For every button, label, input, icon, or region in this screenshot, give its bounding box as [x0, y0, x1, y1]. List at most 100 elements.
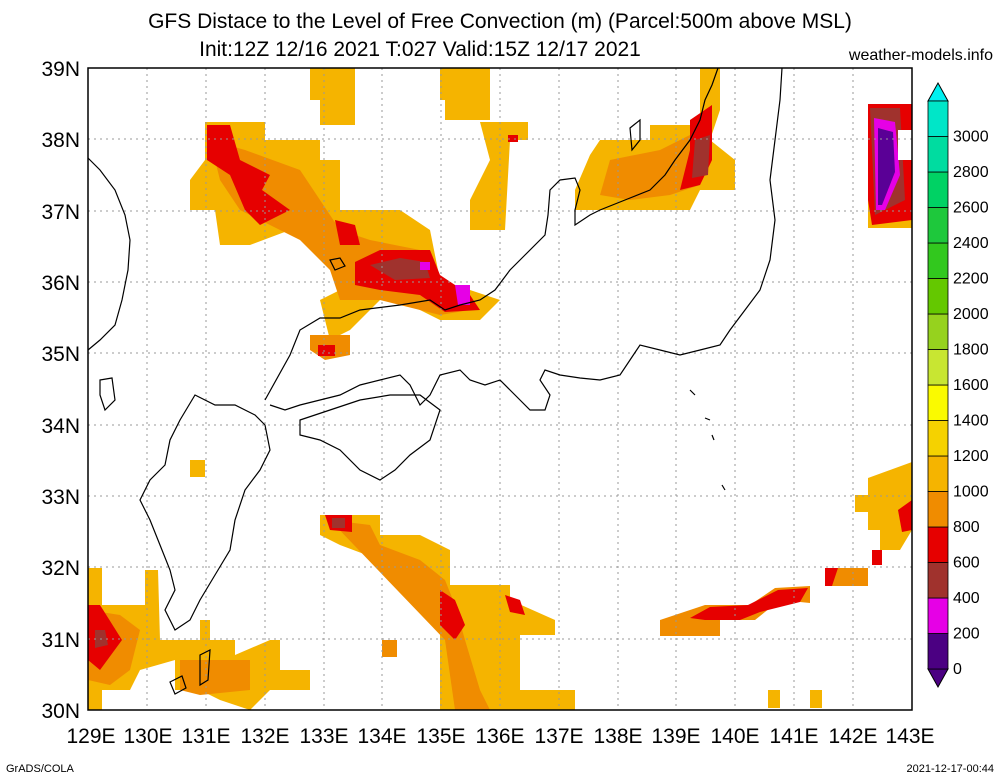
colorbar-label: 2000	[953, 306, 989, 323]
lon-labels: 129E 130E 131E 132E 133E 134E 135E 136E …	[66, 725, 934, 748]
coast-sado	[629, 118, 641, 152]
field-patch-n2	[310, 68, 355, 125]
colorbar-segment	[927, 242, 949, 279]
colorbar-label: 2400	[953, 235, 989, 252]
chart-subtitle: Init:12Z 12/16 2021 T:027 Valid:15Z 12/1…	[199, 38, 641, 61]
field-patch-ne-brown	[692, 135, 710, 178]
field-patch-sw	[88, 568, 310, 710]
field-patch-se7	[872, 550, 882, 565]
coast-tanegashima	[199, 648, 211, 687]
lat-label: 35N	[41, 343, 80, 366]
colorbar-segment	[927, 420, 949, 457]
field-patch-se1red	[690, 588, 808, 620]
field-patch-oki-red	[318, 345, 335, 356]
field-patch-fne-white	[898, 130, 912, 160]
colorbar-segment	[927, 526, 949, 563]
lat-label: 33N	[41, 486, 80, 509]
lon-label: 133E	[299, 725, 348, 748]
map-frame	[87, 67, 913, 711]
coast-izu	[689, 389, 726, 491]
field-patch-se4	[855, 495, 868, 512]
field-patch-s1-orange	[330, 520, 490, 710]
field-patch-n1	[440, 68, 490, 120]
colorbar: 0 200 400 600 800 1000 1200 1400 1600 1800 2000 220…	[927, 81, 989, 689]
coast-korea	[87, 157, 131, 351]
lat-label: 39N	[41, 58, 80, 81]
lon-label: 137E	[534, 725, 583, 748]
lat-label: 30N	[41, 700, 80, 723]
field-patch-sw4	[382, 640, 397, 657]
lon-label: 136E	[475, 725, 524, 748]
colorbar-label: 0	[953, 661, 962, 678]
colorbar-segment	[927, 384, 949, 421]
colorbar-label: 600	[953, 555, 980, 572]
footer-right: 2021-12-17-00:44	[906, 763, 994, 775]
colorbar-segment	[927, 597, 949, 634]
colorbar-label: 400	[953, 590, 980, 607]
colorbar-segment	[927, 491, 949, 528]
lfc-field	[88, 68, 912, 710]
lon-label: 131E	[181, 725, 230, 748]
lat-labels: 30N 31N 32N 33N 34N 35N 36N 37N 38N 39N	[41, 58, 80, 723]
colorbar-segment	[927, 562, 949, 599]
field-patch-nw-mag	[455, 285, 470, 305]
lat-label: 32N	[41, 557, 80, 580]
coast-yakushima	[169, 675, 187, 695]
field-patch-nw-red2	[335, 220, 360, 245]
field-patch-se5	[768, 690, 780, 708]
coast-oki	[329, 257, 346, 271]
colorbar-segment	[927, 207, 949, 244]
field-patch-n3	[470, 122, 528, 230]
colorbar-segment	[927, 278, 949, 315]
colorbar-label: 800	[953, 519, 980, 536]
footer-left: GrADS/COLA	[6, 763, 74, 775]
lon-label: 143E	[885, 725, 934, 748]
colorbar-segment	[927, 455, 949, 492]
coast-shikoku	[299, 394, 441, 481]
colorbar-segment	[927, 313, 949, 350]
colorbar-label: 1600	[953, 377, 989, 394]
lon-label: 129E	[66, 725, 115, 748]
lon-label: 140E	[710, 725, 759, 748]
coast-kyushu	[139, 394, 271, 631]
field-patch-fne-purple	[878, 128, 895, 205]
colorbar-segment	[927, 100, 949, 137]
field-patch-nw-mag2	[420, 262, 430, 270]
lon-label: 134E	[357, 725, 406, 748]
lat-label: 37N	[41, 201, 80, 224]
colorbar-label: 200	[953, 626, 980, 643]
colorbar-label: 1000	[953, 484, 989, 501]
colorbar-lower-arrow	[927, 668, 949, 689]
lon-label: 139E	[651, 725, 700, 748]
lon-label: 141E	[769, 725, 818, 748]
field-patch-nw-brown	[370, 258, 430, 280]
site-credit: weather-models.info	[848, 47, 993, 64]
colorbar-segment	[927, 171, 949, 208]
colorbar-upper-arrow	[927, 81, 949, 102]
field-patch-s1-red	[440, 590, 465, 640]
lat-label: 38N	[41, 129, 80, 152]
colorbar-segment	[927, 136, 949, 173]
lon-label: 138E	[593, 725, 642, 748]
field-patch-se3red	[898, 500, 912, 532]
chart-title: GFS Distace to the Level of Free Convect…	[148, 10, 852, 33]
map-gridlines	[88, 68, 912, 710]
coastlines	[87, 67, 783, 695]
field-patch-s1-brown	[332, 518, 345, 528]
field-patch-nw-red	[207, 125, 290, 225]
colorbar-segment	[927, 349, 949, 386]
colorbar-label: 3000	[953, 129, 989, 146]
lon-label: 142E	[828, 725, 877, 748]
colorbar-label: 1400	[953, 413, 989, 430]
lon-label: 130E	[123, 725, 172, 748]
coast-honshu-east	[269, 67, 783, 411]
colorbar-label: 2800	[953, 164, 989, 181]
field-patch-se2red	[825, 568, 838, 586]
field-patch-se6	[810, 690, 822, 708]
colorbar-label: 2200	[953, 271, 989, 288]
colorbar-segment	[927, 633, 949, 670]
field-patch-n3red	[508, 135, 518, 142]
colorbar-label: 2600	[953, 200, 989, 217]
coast-tsushima	[99, 377, 116, 412]
